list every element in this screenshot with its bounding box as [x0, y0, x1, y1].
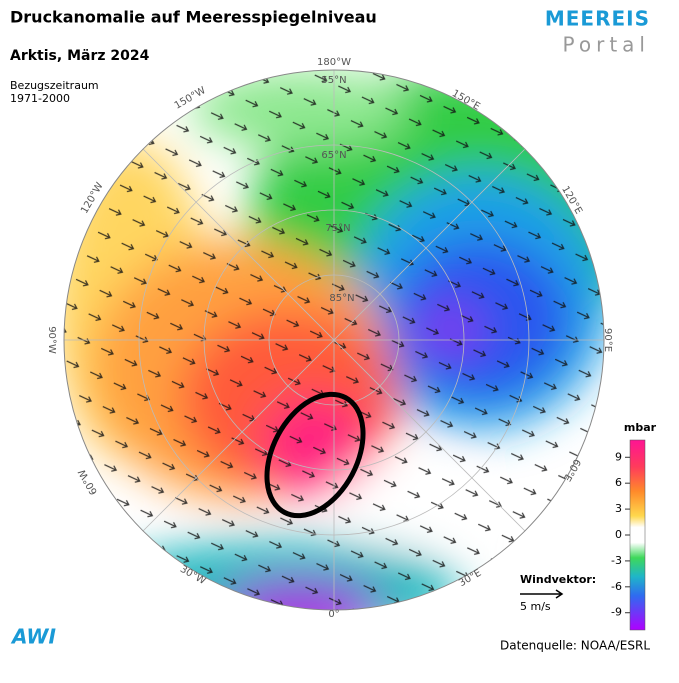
wind-label: Windvektor: — [520, 573, 596, 586]
colorbar-tick-label: 0 — [615, 528, 622, 541]
colorbar-tick-label: -3 — [611, 554, 622, 567]
source: Datenquelle: NOAA/ESRL — [500, 639, 650, 653]
lon-label: 90°E — [602, 328, 613, 352]
colorbar-tick-label: -6 — [611, 580, 622, 593]
reference: 1971-2000 — [10, 92, 70, 105]
colorbar — [629, 439, 646, 631]
title: Druckanomalie auf Meeresspiegelniveau — [10, 8, 377, 27]
colorbar-unit: mbar — [624, 421, 657, 434]
colorbar-tick-label: -9 — [611, 606, 622, 619]
map-border — [63, 69, 605, 611]
institute-logo: AWI — [10, 625, 56, 649]
highlight-ellipse — [264, 391, 366, 519]
reference: Bezugszeitraum — [10, 79, 99, 92]
logo: Portal — [563, 33, 650, 57]
colorbar-tick-label: 3 — [615, 502, 622, 515]
logo: MEEREIS — [545, 7, 650, 31]
lat-label: 75°N — [325, 223, 350, 234]
lon-label: 0° — [328, 609, 339, 620]
lat-label: 65°N — [321, 150, 346, 161]
colorbar-tick-label: 6 — [615, 476, 622, 489]
wind-scale: 5 m/s — [520, 600, 551, 613]
lon-label: 90°W — [46, 326, 57, 354]
colorbar-tick-label: 9 — [615, 450, 622, 463]
subtitle: Arktis, März 2024 — [10, 48, 150, 64]
lon-label: 180°W — [317, 57, 351, 68]
lat-label: 55°N — [321, 75, 346, 86]
wind-arrow — [520, 589, 564, 599]
lon-label: 60°W — [77, 467, 100, 497]
lat-label: 85°N — [329, 293, 354, 304]
